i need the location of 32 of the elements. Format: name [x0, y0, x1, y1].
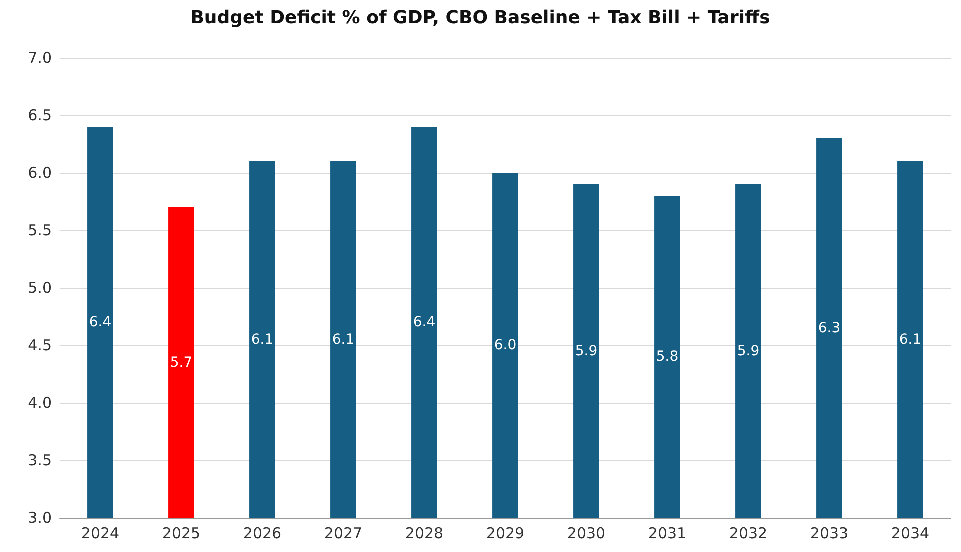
y-tick-label: 7.0 [28, 49, 52, 67]
data-label: 6.4 [89, 314, 112, 330]
x-tick-label: 2029 [486, 524, 525, 542]
data-label: 5.8 [656, 349, 679, 365]
x-tick-label: 2028 [405, 524, 444, 542]
y-tick-label: 3.5 [28, 452, 52, 470]
y-tick-label: 6.0 [28, 164, 52, 182]
data-label: 5.7 [170, 354, 193, 371]
chart-title: Budget Deficit % of GDP, CBO Baseline + Tax Bill + Tariffs [190, 8, 770, 28]
x-tick-label: 2033 [810, 524, 849, 542]
x-tick-label: 2030 [567, 524, 606, 542]
x-tick-label: 2026 [243, 524, 282, 542]
y-tick-label: 5.0 [28, 279, 52, 297]
data-label: 6.3 [818, 320, 841, 336]
data-label: 6.1 [251, 332, 274, 348]
data-label: 6.1 [332, 332, 355, 348]
x-tick-label: 2027 [324, 524, 363, 542]
data-label: 5.9 [737, 343, 760, 360]
x-tick-label: 2034 [891, 524, 930, 542]
data-label: 6.1 [899, 332, 922, 348]
x-tick-label: 2032 [729, 524, 768, 542]
x-tick-label: 2031 [648, 524, 687, 542]
data-label: 5.9 [575, 343, 598, 360]
y-tick-label: 6.5 [28, 106, 52, 124]
y-tick-label: 3.0 [28, 509, 52, 527]
data-label: 6.4 [413, 314, 436, 330]
x-tick-label: 2025 [162, 524, 201, 542]
x-tick-label: 2024 [81, 524, 120, 542]
y-tick-label: 5.5 [28, 222, 52, 240]
y-tick-label: 4.5 [28, 336, 52, 354]
data-label: 6.0 [494, 338, 517, 354]
y-tick-label: 4.0 [28, 394, 52, 412]
